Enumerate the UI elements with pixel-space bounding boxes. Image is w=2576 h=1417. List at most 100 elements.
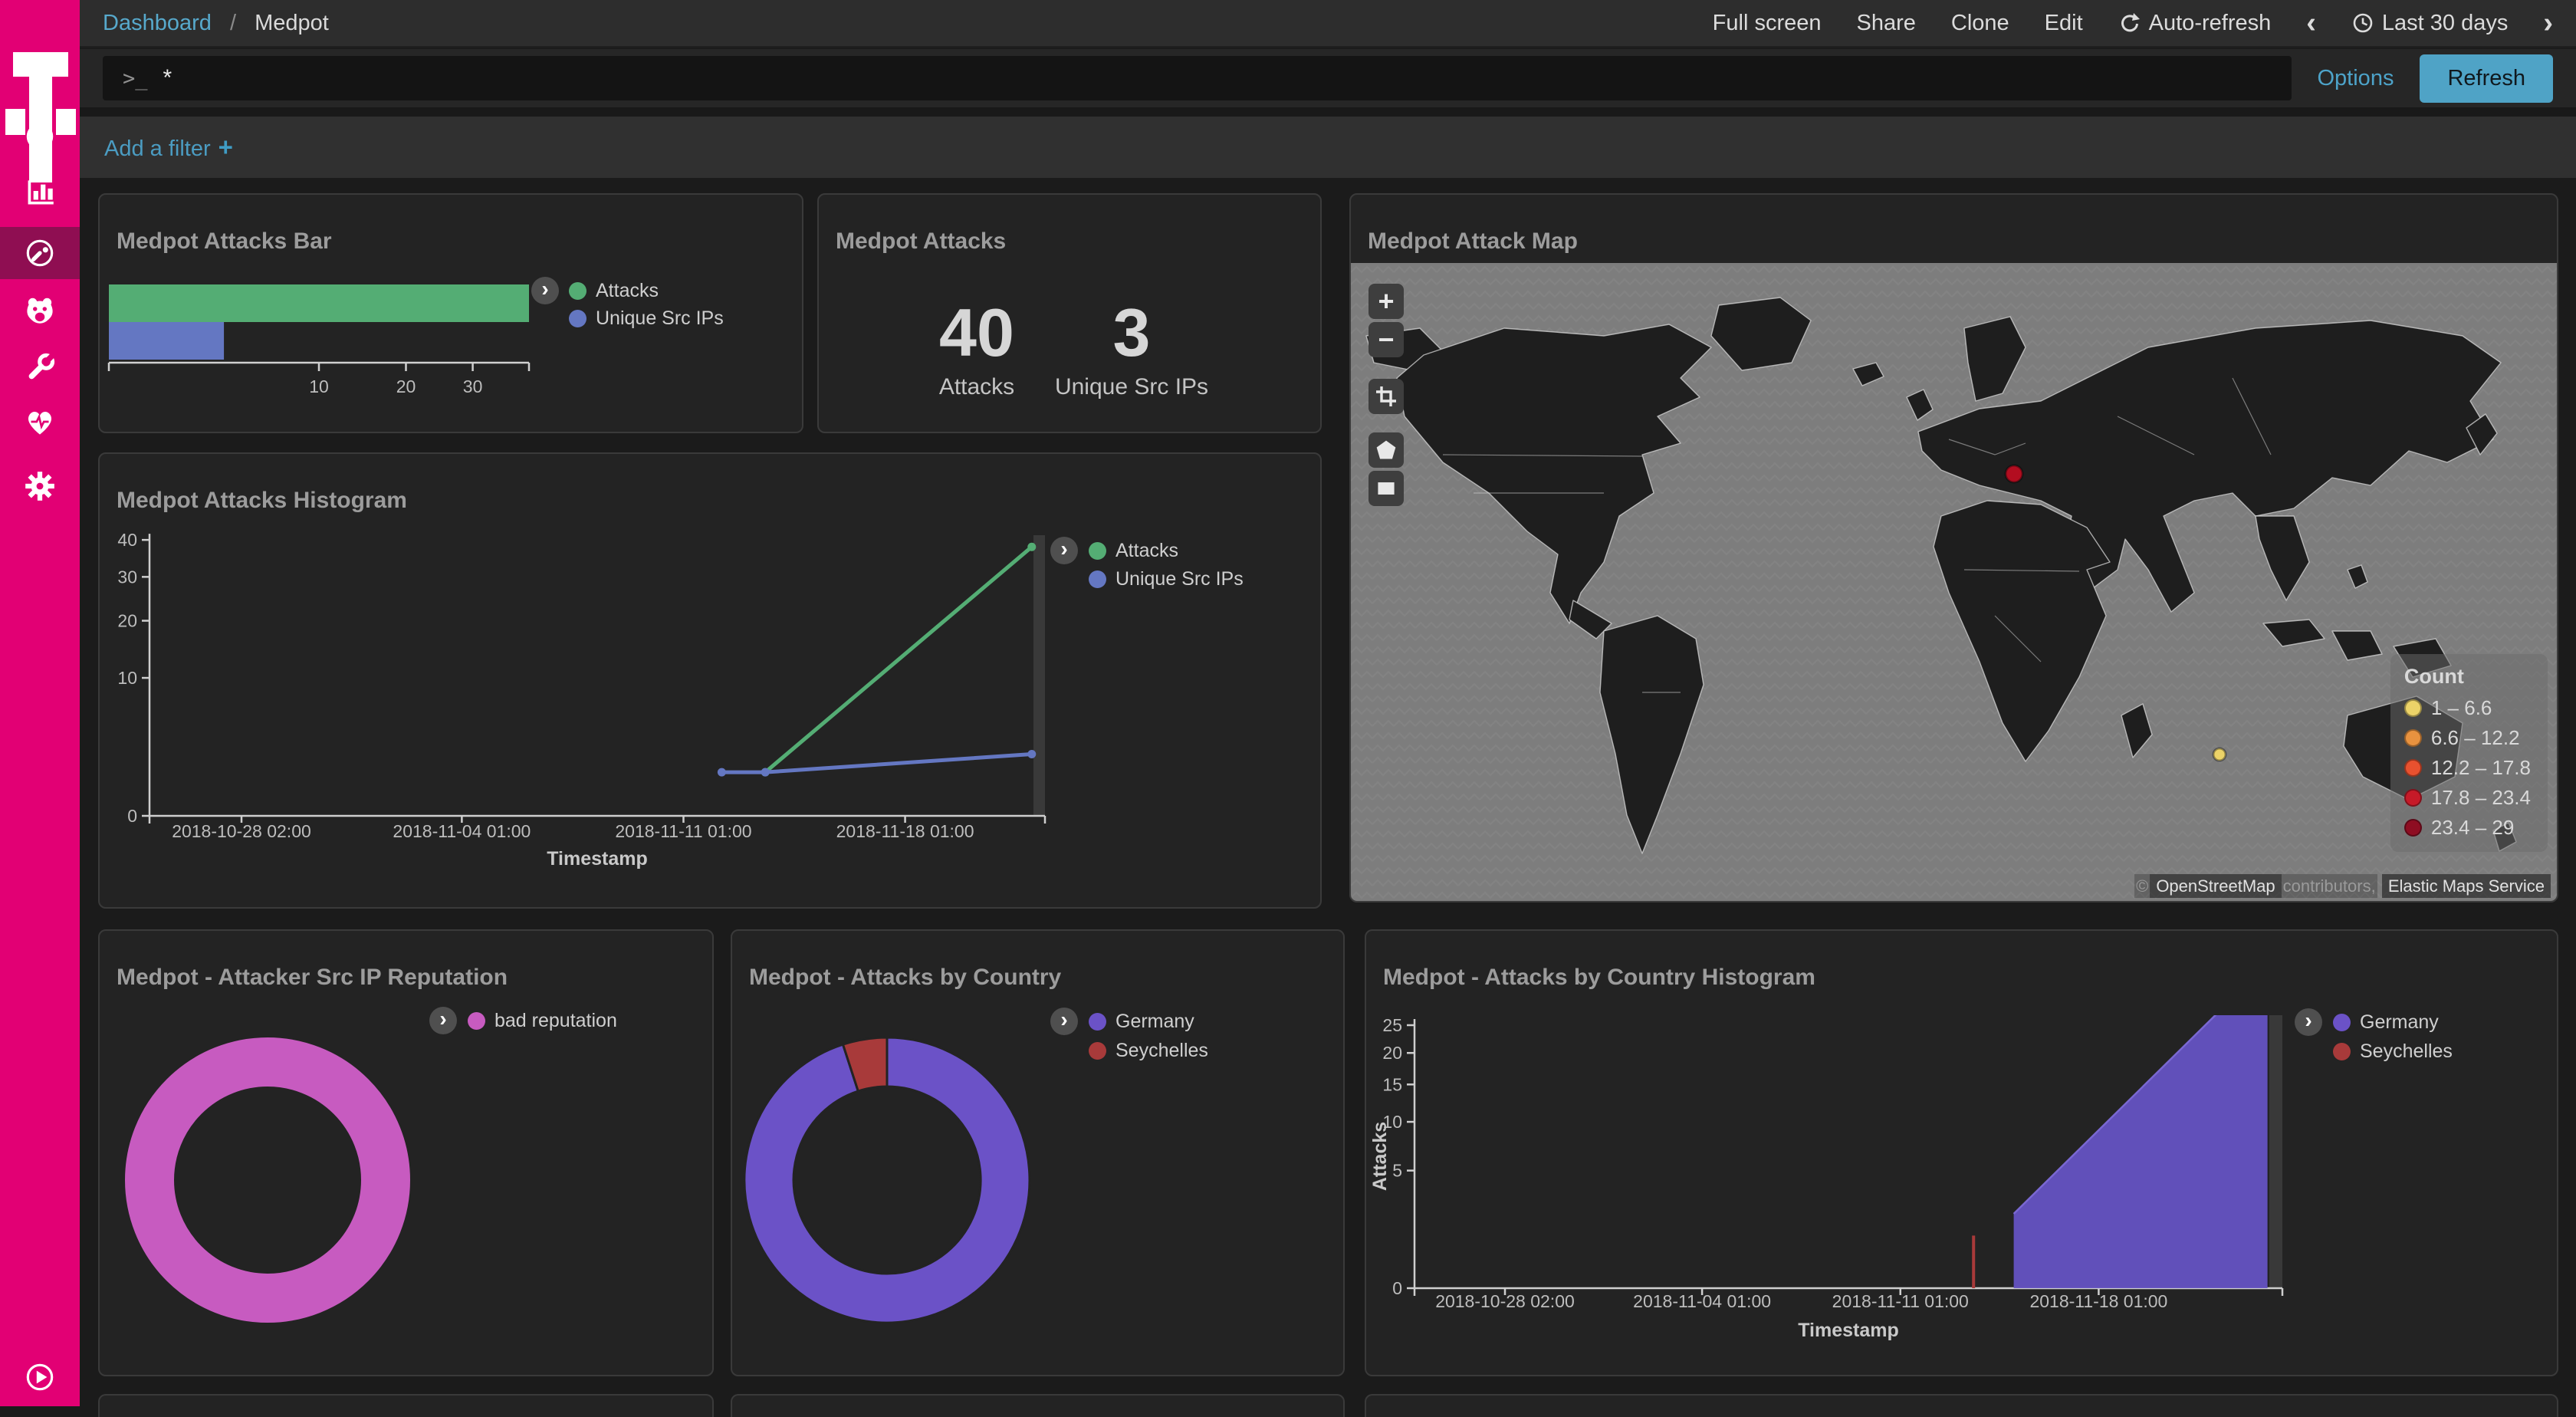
options-link[interactable]: Options [2317,65,2394,90]
sidebar-item-management[interactable] [0,460,80,512]
panel-title[interactable]: Medpot - Attacker Src IP Reputation [117,965,508,990]
ems-link[interactable]: Elastic Maps Service [2381,874,2551,898]
search-input[interactable]: >_ * [103,56,2292,100]
svg-text:Attacks: Attacks [1369,1122,1391,1191]
zoom-out-button[interactable]: − [1368,322,1404,357]
osm-link[interactable]: OpenStreetMap [2150,874,2282,898]
legend-color-dot-icon [1089,570,1106,588]
svg-text:10: 10 [309,376,329,396]
top-navigation-bar: Dashboard / Medpot Full screen Share Clo… [80,0,2576,48]
sidebar-item-discover[interactable] [0,110,80,163]
sidebar-item-monitoring[interactable] [0,396,80,449]
svg-text:0: 0 [127,806,137,826]
map-attack-point-seychelles[interactable] [2212,747,2227,762]
share-button[interactable]: Share [1856,10,1916,35]
legend-item-seychelles[interactable]: Seychelles [2333,1039,2453,1064]
compass-icon [26,123,54,150]
time-next-button[interactable]: › [2543,7,2553,39]
breadcrumb-separator: / [229,10,236,35]
refresh-button[interactable]: Refresh [2420,54,2553,103]
legend-toggle-chevron-icon[interactable]: › [1050,537,1078,564]
telekom-t-logo[interactable] [0,20,80,189]
svg-text:2018-11-11 01:00: 2018-11-11 01:00 [615,821,751,841]
legend-label: Unique Src IPs [596,307,724,329]
panel-title[interactable]: Medpot Attacks Bar [117,228,332,254]
time-previous-button[interactable]: ‹ [2306,7,2316,39]
full-screen-button[interactable]: Full screen [1712,10,1822,35]
sidebar-item-timelion[interactable] [0,284,80,337]
legend-color-dot-icon [1089,1041,1106,1060]
svg-text:25: 25 [1382,1015,1402,1035]
donut-slice-bad-reputation[interactable] [125,1037,410,1323]
sidebar-item-dashboard[interactable] [0,227,80,279]
world-map[interactable]: + − Count 1 – 6.6 6.6 – [1351,263,2557,901]
svg-text:Timestamp: Timestamp [547,848,648,870]
crop-icon [1376,386,1396,406]
clone-button[interactable]: Clone [1950,10,2009,35]
panel-title[interactable]: Medpot - Attacks by Country Histogram [1383,965,1815,990]
map-legend-item: 17.8 – 23.4 [2404,786,2531,810]
gear-icon [25,472,54,501]
panel-title[interactable]: Medpot Attacks [836,228,1007,254]
panel-medpot-attacks-histogram: Medpot Attacks Histogram 0 10 20 30 40 2018-1… [98,452,1322,909]
legend-label: bad reputation [495,1009,617,1031]
legend-item-seychelles[interactable]: Seychelles [1089,1038,1208,1063]
edit-button[interactable]: Edit [2044,10,2083,35]
app-sidebar [0,0,80,1406]
legend-item-attacks[interactable]: Attacks [569,278,659,303]
play-circle-icon [26,1363,54,1391]
draw-polygon-button[interactable] [1368,432,1404,468]
zoom-in-button[interactable]: + [1368,284,1404,319]
panel-medpot-attacks-bar: Medpot Attacks Bar 10 20 30 › Attacks Unique… [98,193,803,433]
sidebar-item-visualize[interactable] [0,165,80,217]
polygon-icon [1376,440,1396,459]
legend-range-label: 17.8 – 23.4 [2430,786,2531,809]
sidebar-collapse-button[interactable] [0,1351,80,1403]
sidebar-item-dev-tools[interactable] [0,342,80,394]
legend-toggle-chevron-icon[interactable]: › [531,277,559,304]
legend-range-label: 12.2 – 17.8 [2430,756,2531,779]
legend-toggle-chevron-icon[interactable]: › [1050,1008,1078,1035]
breadcrumb-dashboard-link[interactable]: Dashboard [103,10,212,35]
svg-text:20: 20 [117,611,137,631]
map-draw-controls [1368,432,1404,506]
svg-text:2018-11-04 01:00: 2018-11-04 01:00 [393,821,531,841]
legend-label: Seychelles [1116,1039,1208,1061]
wrench-icon [28,352,56,380]
legend-item-unique-src-ips[interactable]: Unique Src IPs [1089,567,1244,591]
map-attack-point-germany[interactable] [2004,464,2024,484]
country-donut-chart [743,1036,1031,1324]
query-bar: >_ * Options Refresh [80,49,2576,107]
panel-partial [731,1394,1345,1417]
breadcrumb: Dashboard / Medpot [103,11,329,36]
panel-title[interactable]: Medpot - Attacks by Country [749,965,1062,990]
fit-data-bounds-button[interactable] [1368,379,1404,414]
legend-toggle-chevron-icon[interactable]: › [429,1007,457,1034]
legend-item-bad-reputation[interactable]: bad reputation [468,1008,617,1033]
svg-text:Timestamp: Timestamp [1798,1320,1899,1341]
map-count-legend: Count 1 – 6.6 6.6 – 12.2 12.2 – 17.8 17.8 –… [2390,654,2548,852]
legend-item-attacks[interactable]: Attacks [1089,538,1178,563]
legend-color-dot-icon [2404,789,2422,807]
metric-unique-src-ips: 3 Unique Src IPs [1047,299,1216,400]
map-fit-control [1368,379,1404,414]
legend-item-germany[interactable]: Germany [1089,1009,1194,1034]
panel-title[interactable]: Medpot Attacks Histogram [117,488,407,513]
dashboard-gauge-icon [26,239,54,267]
donut-slice-Seychelles[interactable] [841,1036,889,1093]
auto-refresh-button[interactable]: Auto-refresh [2118,11,2271,36]
draw-rectangle-button[interactable] [1368,471,1404,506]
reputation-donut-chart [125,1037,410,1323]
donut-slice-Germany[interactable] [743,1036,1031,1324]
time-range-button[interactable]: Last 30 days [2351,11,2508,36]
plus-icon: + [218,133,233,161]
legend-color-dot-icon [569,309,586,327]
metric-label: Attacks [938,374,1015,399]
legend-item-germany[interactable]: Germany [2333,1010,2439,1034]
legend-color-dot-icon [2404,819,2422,837]
add-filter-link[interactable]: Add a filter + [104,133,233,161]
legend-color-dot-icon [1089,1012,1106,1031]
legend-item-unique-src-ips[interactable]: Unique Src IPs [569,306,724,330]
legend-toggle-chevron-icon[interactable]: › [2295,1008,2322,1036]
panel-title[interactable]: Medpot Attack Map [1368,228,1578,254]
